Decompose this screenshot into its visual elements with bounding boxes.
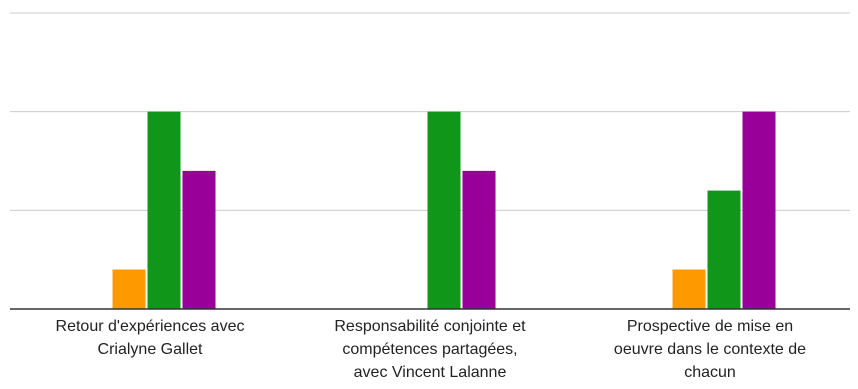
- bar-series-3-category-2: [462, 170, 496, 309]
- bar-series-1-category-1: [112, 269, 146, 309]
- bar-series-2-category-3: [707, 190, 741, 309]
- bar-series-3-category-1: [182, 170, 216, 309]
- category-label: Retour d'expériences avec Crialyne Gallet: [10, 315, 290, 361]
- bars: [112, 111, 776, 310]
- category-label-line: avec Vincent Lalanne: [353, 364, 507, 381]
- category-label: Responsabilité conjointe et compétences p…: [290, 315, 570, 384]
- bar-series-2-category-2: [427, 111, 461, 310]
- category-label-line: oeuvre dans le contexte de: [613, 341, 807, 358]
- category-label-line: Retour d'expériences avec: [55, 318, 245, 335]
- bar-series-3-category-3: [742, 111, 776, 310]
- category-label-line: Responsabilité conjointe et: [334, 318, 526, 335]
- category-label-line: Crialyne Gallet: [97, 341, 203, 358]
- category-label-line: compétences partagées,: [342, 341, 518, 358]
- bar-series-1-category-3: [672, 269, 706, 309]
- bar-series-2-category-1: [147, 111, 181, 310]
- category-label: Prospective de mise en oeuvre dans le con…: [570, 315, 850, 384]
- category-label-line: chacun: [684, 364, 736, 381]
- category-label-line: Prospective de mise en: [626, 318, 794, 335]
